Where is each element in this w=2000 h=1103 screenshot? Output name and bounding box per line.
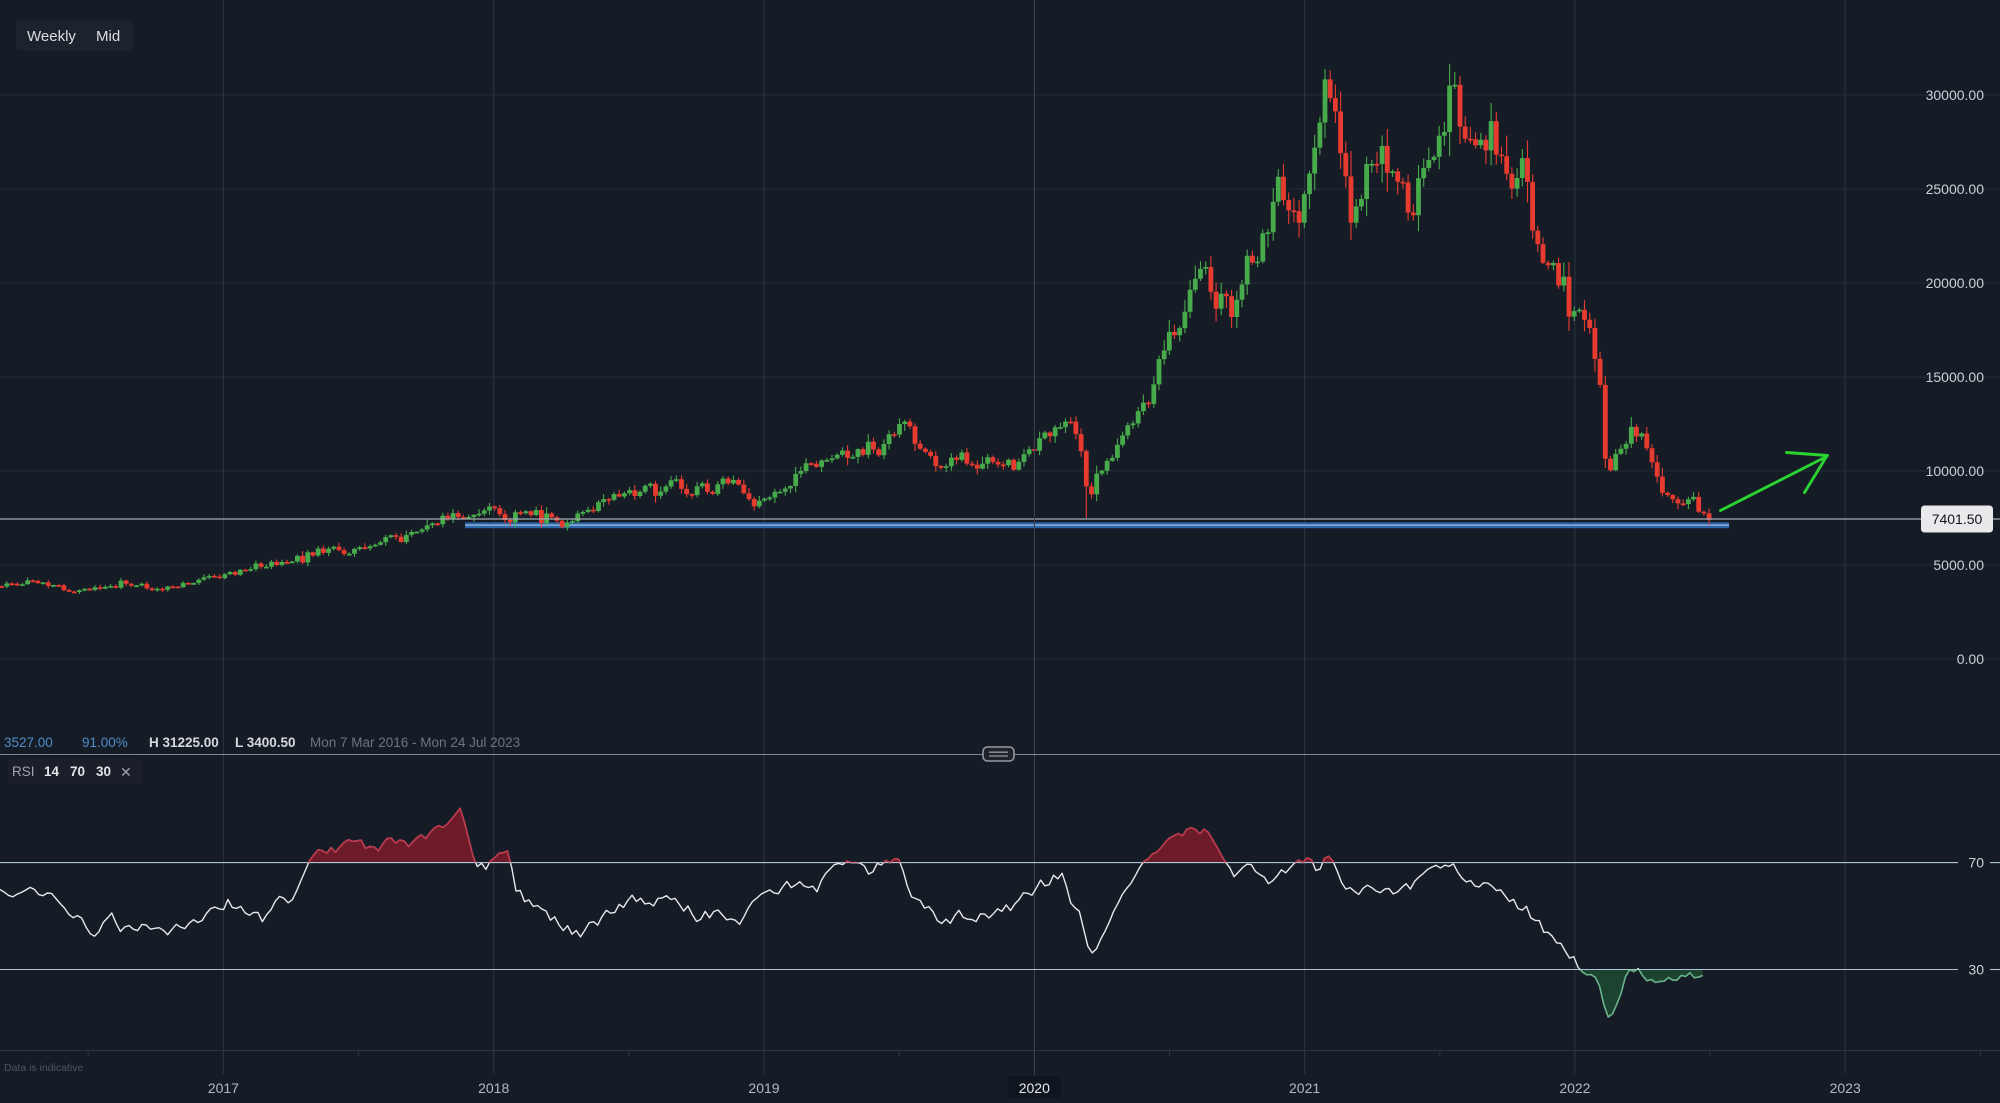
svg-text:20000.00: 20000.00: [1926, 275, 1985, 291]
svg-text:2020: 2020: [1019, 1080, 1050, 1096]
svg-text:2023: 2023: [1830, 1080, 1861, 1096]
svg-text:2021: 2021: [1289, 1080, 1320, 1096]
svg-text:Weekly: Weekly: [27, 28, 76, 45]
svg-text:RSI: RSI: [12, 764, 35, 779]
svg-text:14: 14: [44, 764, 60, 779]
svg-text:Mon 7 Mar 2016 - Mon 24 Jul 20: Mon 7 Mar 2016 - Mon 24 Jul 2023: [310, 735, 520, 750]
svg-text:5000.00: 5000.00: [1933, 557, 1984, 573]
svg-text:✕: ✕: [120, 764, 132, 780]
svg-text:15000.00: 15000.00: [1926, 369, 1985, 385]
svg-text:2017: 2017: [208, 1080, 239, 1096]
svg-text:2019: 2019: [748, 1080, 779, 1096]
svg-text:0.00: 0.00: [1957, 651, 1984, 667]
svg-text:2022: 2022: [1559, 1080, 1590, 1096]
svg-text:7401.50: 7401.50: [1932, 511, 1983, 527]
svg-text:70: 70: [70, 764, 85, 779]
svg-text:H 31225.00: H 31225.00: [149, 735, 219, 750]
svg-text:25000.00: 25000.00: [1926, 181, 1985, 197]
svg-text:Data is indicative: Data is indicative: [4, 1062, 84, 1074]
svg-text:3527.00: 3527.00: [4, 735, 53, 750]
svg-text:91.00%: 91.00%: [82, 735, 128, 750]
svg-text:30: 30: [1968, 962, 1984, 978]
svg-text:2018: 2018: [478, 1080, 509, 1096]
svg-text:Mid: Mid: [96, 28, 120, 45]
svg-text:30000.00: 30000.00: [1926, 87, 1985, 103]
svg-text:10000.00: 10000.00: [1926, 463, 1985, 479]
svg-text:70: 70: [1968, 855, 1984, 871]
svg-text:30: 30: [96, 764, 111, 779]
svg-text:L 3400.50: L 3400.50: [235, 735, 296, 750]
